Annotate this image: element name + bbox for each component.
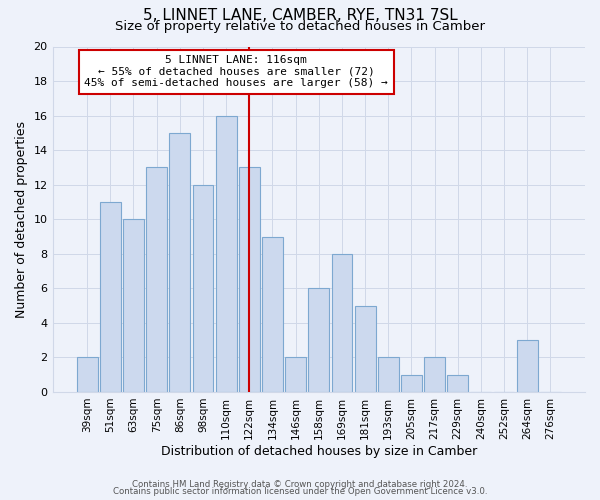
Y-axis label: Number of detached properties: Number of detached properties [15,120,28,318]
Bar [100,202,121,392]
Bar [424,358,445,392]
Bar [517,340,538,392]
Bar [193,184,214,392]
Bar [285,358,306,392]
X-axis label: Distribution of detached houses by size in Camber: Distribution of detached houses by size … [161,444,477,458]
Bar [239,168,260,392]
Bar [262,236,283,392]
Text: Contains HM Land Registry data © Crown copyright and database right 2024.: Contains HM Land Registry data © Crown c… [132,480,468,489]
Bar [169,133,190,392]
Text: Size of property relative to detached houses in Camber: Size of property relative to detached ho… [115,20,485,33]
Bar [123,219,144,392]
Text: 5 LINNET LANE: 116sqm
← 55% of detached houses are smaller (72)
45% of semi-deta: 5 LINNET LANE: 116sqm ← 55% of detached … [85,55,388,88]
Bar [332,254,352,392]
Bar [308,288,329,392]
Bar [448,374,468,392]
Bar [146,168,167,392]
Bar [77,358,98,392]
Text: 5, LINNET LANE, CAMBER, RYE, TN31 7SL: 5, LINNET LANE, CAMBER, RYE, TN31 7SL [143,8,457,22]
Bar [401,374,422,392]
Bar [355,306,376,392]
Bar [216,116,236,392]
Text: Contains public sector information licensed under the Open Government Licence v3: Contains public sector information licen… [113,488,487,496]
Bar [378,358,398,392]
